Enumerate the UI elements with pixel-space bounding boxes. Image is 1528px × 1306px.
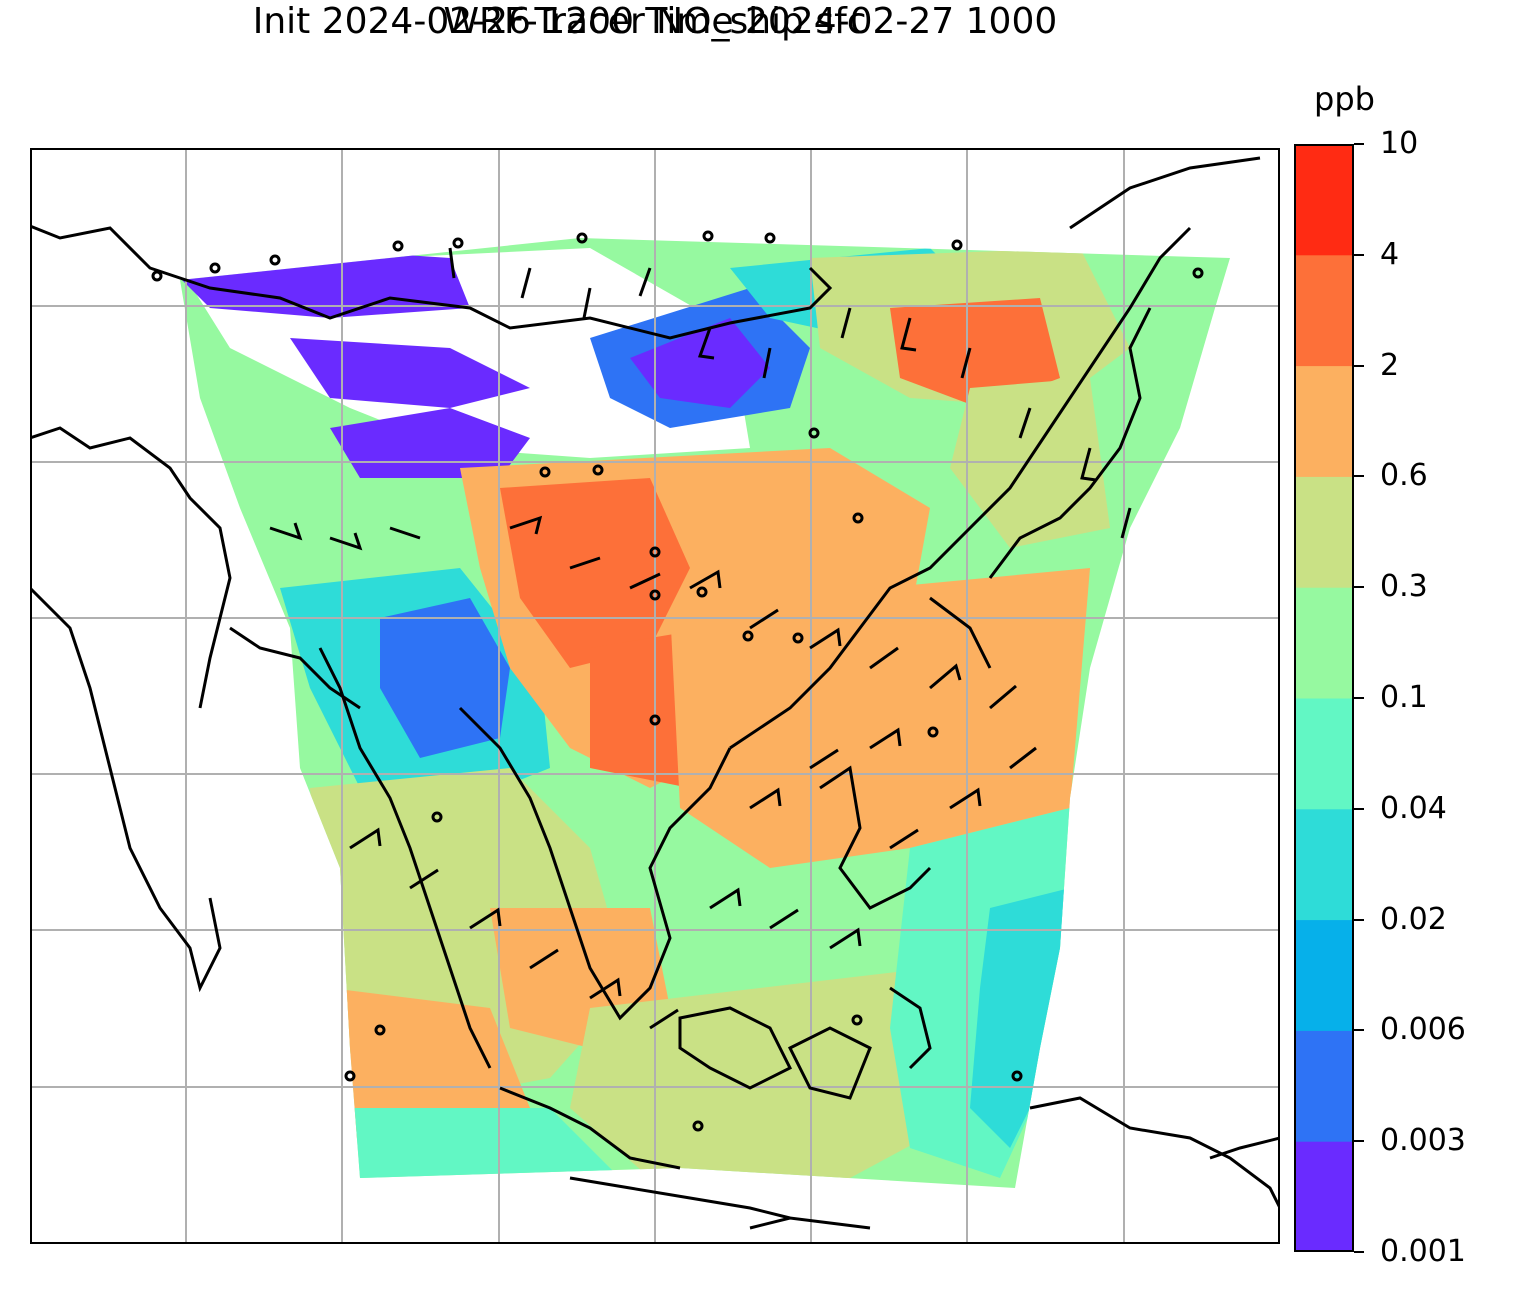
colorbar-tick-label: 10	[1380, 126, 1419, 161]
colorbar-segment	[1294, 254, 1354, 367]
colorbar-tick-label: 2	[1380, 347, 1400, 383]
colorbar-tick-label: 0.001	[1380, 1234, 1466, 1269]
colorbar-tick	[1354, 697, 1364, 699]
colorbar-segment	[1294, 365, 1354, 477]
colorbar	[1294, 144, 1354, 1252]
colorbar-unit: ppb	[1314, 80, 1375, 118]
colorbar-tick	[1354, 807, 1364, 810]
colorbar-tick-label: 4	[1380, 236, 1400, 272]
coastlines	[30, 156, 1280, 1230]
colorbar-tick	[1354, 364, 1364, 367]
colorbar-tick	[1354, 1140, 1364, 1143]
colorbar-tick-label: 0.02	[1380, 901, 1447, 937]
colorbar-tick	[1354, 586, 1364, 589]
calm-markers	[151, 230, 1204, 1132]
colorbar-tick-label: 0.6	[1380, 458, 1428, 494]
colorbar-tick-label: 0.3	[1380, 569, 1428, 605]
colorbar-segment	[1294, 808, 1354, 921]
colorbar-tick	[1354, 253, 1364, 256]
title-line-2: Init 2024-02-26 1200 Time 2024-02-27 100…	[252, 1, 1058, 42]
gridlines	[30, 148, 1280, 1244]
colorbar-segment	[1294, 698, 1354, 810]
colorbar-tick	[1354, 143, 1364, 145]
map-panel	[30, 148, 1280, 1244]
colorbar-segment	[1294, 1141, 1354, 1252]
colorbar-segment	[1294, 919, 1354, 1031]
title-line-1: WRF-Tracer NO_ship sfc	[443, 1, 867, 42]
colorbar-segment	[1294, 144, 1354, 256]
colorbar-tick	[1354, 1251, 1364, 1253]
colorbar-tick-label: 0.1	[1380, 680, 1428, 715]
colorbar-segment	[1294, 1030, 1354, 1142]
colorbar-tick-label: 0.003	[1380, 1123, 1466, 1159]
colorbar-tick	[1354, 1029, 1364, 1032]
colorbar-tick-label: 0.006	[1380, 1012, 1466, 1048]
map-border	[30, 148, 1280, 1244]
colorbar-segment	[1294, 476, 1354, 588]
colorbar-segment	[1294, 587, 1354, 699]
colorbar-tick-label: 0.04	[1380, 790, 1447, 826]
colorbar-tick	[1354, 918, 1364, 921]
wind-barbs	[269, 247, 1132, 1030]
colorbar-tick	[1354, 475, 1364, 478]
tracer-field	[180, 238, 1230, 1188]
